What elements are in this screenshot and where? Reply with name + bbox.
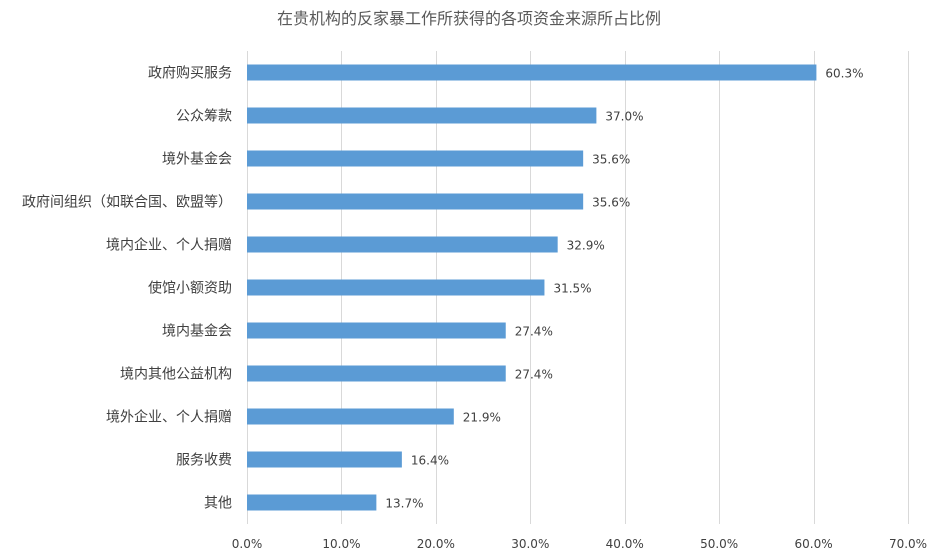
category-label: 公众筹款 [176, 108, 232, 125]
data-label: 60.3% [825, 67, 863, 81]
x-tick-labels: 0.0% 10.0% 20.0% 30.0% 40.0% 50.0% 60.0% 70.0% [232, 537, 927, 551]
bar [247, 64, 817, 81]
x-tick-label: 20.0% [417, 537, 455, 551]
x-tick-label: 50.0% [700, 537, 738, 551]
category-label: 境外企业、个人捐赠 [106, 409, 232, 426]
bars [247, 64, 817, 511]
category-label: 使馆小额资助 [148, 280, 232, 297]
bar [247, 193, 584, 210]
category-label: 政府购买服务 [148, 66, 232, 82]
data-label: 27.4% [515, 368, 553, 382]
x-tick-label: 40.0% [606, 537, 644, 551]
category-label: 其他 [204, 496, 232, 512]
data-label: 21.9% [463, 411, 501, 425]
x-tick-label: 70.0% [889, 537, 927, 551]
x-tick-label: 30.0% [511, 537, 549, 551]
data-label: 13.7% [385, 497, 423, 511]
category-label: 境内其他公益机构 [120, 367, 232, 383]
bar [247, 365, 506, 382]
bar [247, 451, 402, 468]
category-label: 政府间组织（如联合国、欧盟等） [22, 194, 232, 211]
x-tick-label: 0.0% [232, 537, 263, 551]
bar [247, 236, 558, 253]
data-label: 32.9% [567, 239, 605, 253]
data-label: 37.0% [605, 110, 643, 124]
data-label: 31.5% [553, 282, 591, 296]
bar [247, 107, 597, 124]
data-label: 16.4% [411, 454, 449, 468]
category-label: 境内企业、个人捐赠 [106, 237, 232, 254]
x-tick-label: 10.0% [322, 537, 360, 551]
bar [247, 322, 506, 339]
value-labels: 60.3% 37.0% 35.6% 35.6% 32.9% 31.5% 27.4% 27.4%… [385, 67, 863, 511]
x-tick-label: 60.0% [795, 537, 833, 551]
category-label: 境外基金会 [162, 151, 232, 168]
chart-title: 在贵机构的反家暴工作所获得的各项资金来源所占比例 [277, 9, 661, 28]
category-label: 服务收费 [176, 453, 232, 469]
category-label: 境内基金会 [162, 323, 232, 340]
bar [247, 150, 584, 167]
bar [247, 494, 377, 511]
data-label: 35.6% [592, 196, 630, 210]
data-label: 27.4% [515, 325, 553, 339]
data-label: 35.6% [592, 153, 630, 167]
bar [247, 279, 545, 296]
bar [247, 408, 454, 425]
